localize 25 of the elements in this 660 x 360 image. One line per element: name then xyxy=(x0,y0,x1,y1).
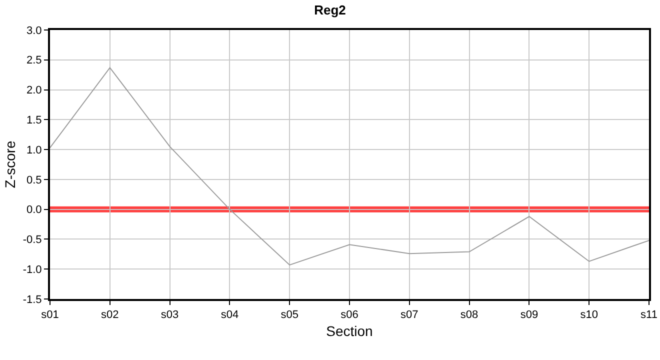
x-tick-label: s09 xyxy=(520,309,538,322)
x-axis-title: Section xyxy=(326,323,373,339)
x-tick-label: s03 xyxy=(160,309,179,322)
y-tick-label: 1.5 xyxy=(26,114,42,127)
y-tick-label: 2.5 xyxy=(26,54,42,67)
line-series xyxy=(50,67,649,266)
y-axis-title: Z-score xyxy=(2,140,18,188)
x-tick-label: s08 xyxy=(460,309,478,322)
x-tick-label: s06 xyxy=(340,309,358,322)
x-tick-label: s07 xyxy=(400,309,418,322)
x-tick-label: s01 xyxy=(41,309,59,322)
x-tick-label: s11 xyxy=(640,309,658,322)
x-tick-label: s04 xyxy=(220,309,239,322)
x-tick-label: s05 xyxy=(280,309,298,322)
y-tick-label: 0.5 xyxy=(26,174,42,186)
y-tick-label: 2.0 xyxy=(26,84,42,97)
y-tick-label: 1.0 xyxy=(26,144,42,156)
x-tick-label: s10 xyxy=(580,309,598,322)
y-tick-label: -1.0 xyxy=(22,264,42,276)
y-tick-label: -0.5 xyxy=(22,234,42,246)
chart-title: Reg2 xyxy=(314,2,346,18)
y-tick-label: 3.0 xyxy=(26,24,42,37)
y-tick-label: -1.5 xyxy=(22,294,42,306)
y-tick-label: 0.0 xyxy=(26,204,42,216)
x-tick-label: s02 xyxy=(101,309,119,322)
